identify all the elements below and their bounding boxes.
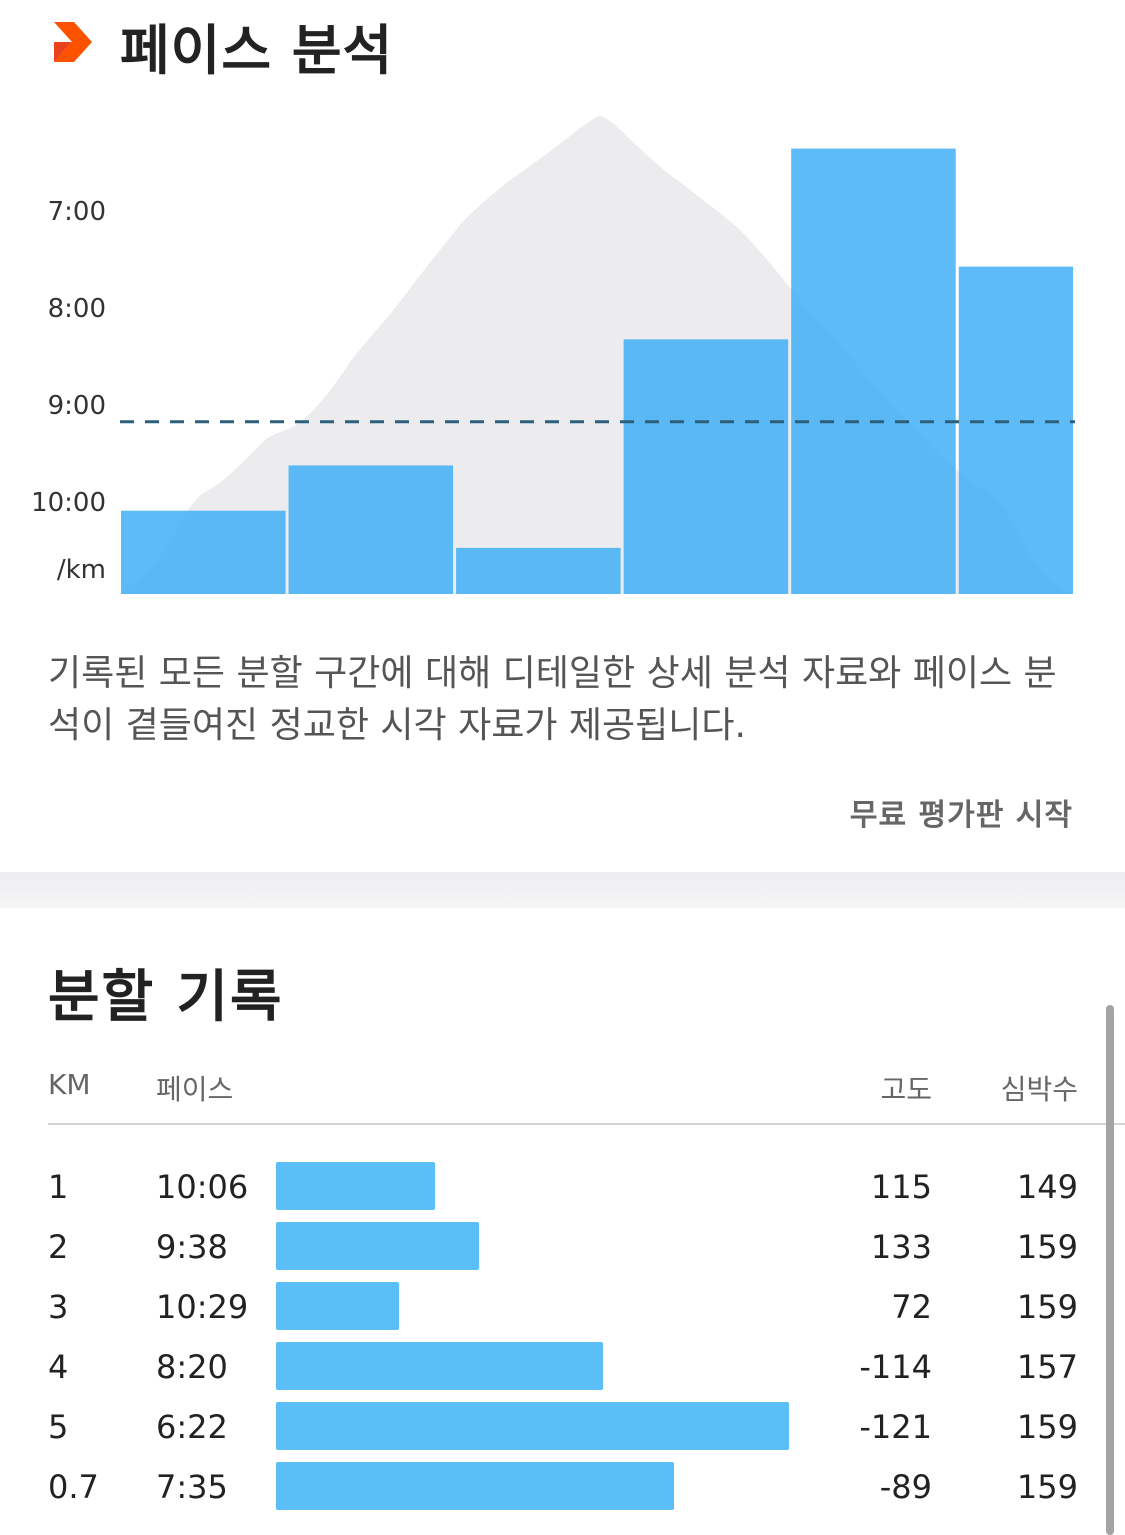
pace-bar: [121, 510, 286, 594]
y-tick-label: 8:00: [48, 294, 106, 324]
table-row: 5 6:22 -121 159: [48, 1402, 1078, 1450]
split-pace-bar: [276, 1462, 674, 1510]
pace-chart-svg: 7:00 8:00 9:00 10:00/km: [31, 116, 1075, 595]
y-tick-label: 9:00: [48, 391, 106, 421]
split-elevation: -89: [879, 1468, 932, 1506]
pace-bar: [456, 547, 621, 594]
splits-table-header: KM 페이스 고도 심박수: [48, 1068, 1078, 1108]
split-pace-bar: [276, 1342, 603, 1390]
description-text: 기록된 모든 분할 구간에 대해 디테일한 상세 분석 자료와 페이스 분석이 …: [48, 653, 1057, 746]
split-km: 2: [48, 1228, 69, 1266]
split-pace: 8:20: [156, 1348, 228, 1386]
free-trial-button[interactable]: 무료 평가판 시작: [849, 798, 1073, 833]
split-heart-rate: 159: [1016, 1468, 1078, 1506]
strava-chevron-icon: [54, 22, 92, 62]
split-km: 0.7: [48, 1468, 99, 1506]
split-km: 5: [48, 1408, 69, 1446]
split-pace: 10:29: [156, 1288, 249, 1326]
split-elevation: -121: [859, 1408, 932, 1446]
page-title: 페이스 분석: [120, 19, 394, 82]
split-pace-bar: [276, 1222, 479, 1270]
pace-bar: [791, 148, 956, 595]
split-elevation: 72: [891, 1288, 932, 1326]
table-row: 1 10:06 115 149: [48, 1162, 1078, 1210]
split-km: 3: [48, 1288, 69, 1326]
section-divider: [0, 872, 1125, 908]
column-header-km: KM: [48, 1068, 91, 1101]
split-pace: 7:35: [156, 1468, 228, 1506]
split-pace: 6:22: [156, 1408, 228, 1446]
y-axis-unit: /km: [57, 555, 106, 585]
split-km: 4: [48, 1348, 69, 1386]
splits-title: 분할 기록: [48, 965, 284, 1030]
split-heart-rate: 159: [1016, 1228, 1078, 1266]
split-heart-rate: 157: [1016, 1348, 1078, 1386]
pace-chart: 7:00 8:00 9:00 10:00/km: [0, 100, 1125, 610]
column-header-elevation: 고도: [880, 1073, 932, 1106]
column-header-heart-rate: 심박수: [1000, 1073, 1078, 1106]
y-tick-label: 10:00: [31, 488, 106, 518]
table-header-divider: [48, 1123, 1125, 1125]
split-pace-bar: [276, 1402, 789, 1450]
table-row: 2 9:38 133 159: [48, 1222, 1078, 1270]
y-tick-label: 7:00: [48, 197, 106, 227]
split-pace-bar: [276, 1162, 435, 1210]
scrollbar[interactable]: [1106, 1005, 1114, 1535]
split-pace: 10:06: [156, 1168, 249, 1206]
pace-bar: [288, 465, 454, 594]
split-heart-rate: 159: [1016, 1408, 1078, 1446]
pace-bar: [623, 339, 789, 594]
split-heart-rate: 149: [1016, 1168, 1078, 1206]
table-row: 0.7 7:35 -89 159: [48, 1462, 1078, 1510]
split-elevation: 115: [870, 1168, 932, 1206]
split-heart-rate: 159: [1016, 1288, 1078, 1326]
column-header-pace: 페이스: [156, 1073, 234, 1106]
split-pace-bar: [276, 1282, 399, 1330]
table-row: 4 8:20 -114 157: [48, 1342, 1078, 1390]
split-km: 1: [48, 1168, 69, 1206]
section-header: 페이스 분석: [0, 0, 1125, 90]
pace-bar: [958, 266, 1073, 594]
split-elevation: -114: [859, 1348, 932, 1386]
table-row: 3 10:29 72 159: [48, 1282, 1078, 1330]
split-pace: 9:38: [156, 1228, 228, 1266]
split-elevation: 133: [870, 1228, 932, 1266]
